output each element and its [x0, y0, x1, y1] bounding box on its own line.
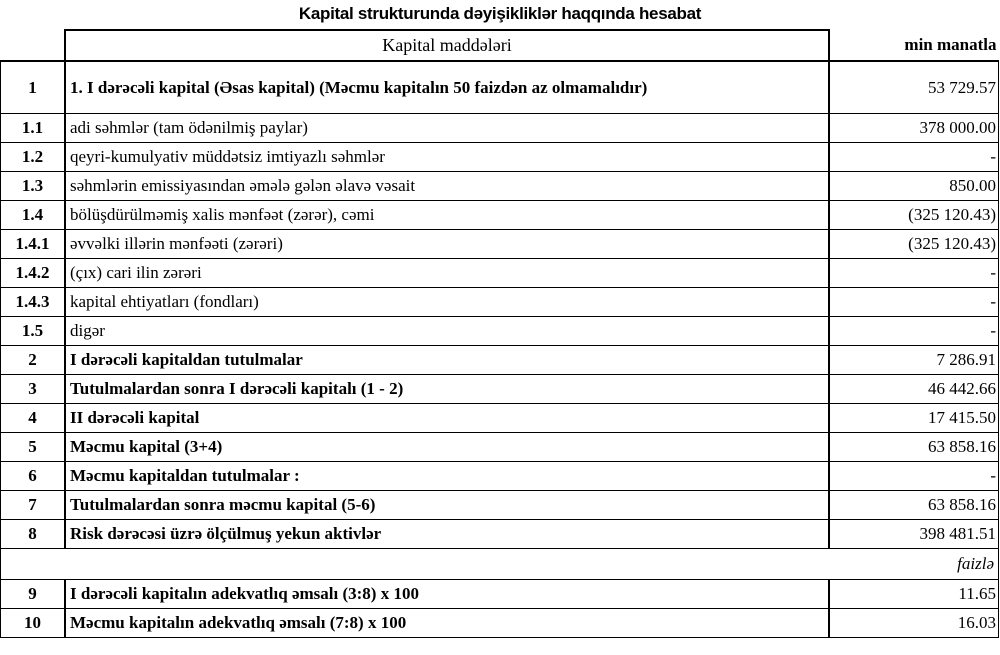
row-number: 1.4	[0, 200, 66, 230]
row-value: 17 415.50	[828, 403, 999, 433]
row-number: 1	[0, 60, 66, 114]
row-value: 16.03	[828, 608, 999, 638]
row-number: 10	[0, 608, 66, 638]
row-value: 7 286.91	[828, 345, 999, 375]
row-label: kapital ehtiyatları (fondları)	[64, 287, 830, 317]
row-number: 3	[0, 374, 66, 404]
row-number: 6	[0, 461, 66, 491]
table-row: 1.2 qeyri-kumulyativ müddətsiz imtiyazlı …	[0, 142, 999, 172]
table-row: 1.5 digər -	[0, 316, 999, 346]
row-label: əvvəlki illərin mənfəəti (zərəri)	[64, 229, 830, 259]
row-label: digər	[64, 316, 830, 346]
report-title: Kapital strukturunda dəyişikliklər haqqı…	[298, 4, 702, 23]
row-value: 46 442.66	[828, 374, 999, 404]
row-label: Məcmu kapitaldan tutulmalar :	[64, 461, 830, 491]
row-number: 8	[0, 519, 66, 549]
row-value: 398 481.51	[828, 519, 999, 549]
row-label: Tutulmalardan sonra I dərəcəli kapitalı …	[64, 374, 830, 404]
row-number: 4	[0, 403, 66, 433]
percent-unit-row: faizlə	[0, 548, 999, 580]
row-value: (325 120.43)	[828, 229, 999, 259]
percent-unit: faizlə	[0, 548, 999, 580]
row-value: -	[828, 461, 999, 491]
table-row: 10 Məcmu kapitalın adekvatlıq əmsalı (7:8…	[0, 608, 999, 638]
row-label: II dərəcəli kapital	[64, 403, 830, 433]
table-row: 8 Risk dərəcəsi üzrə ölçülmuş yekun aktiv…	[0, 519, 999, 549]
row-value: -	[828, 258, 999, 288]
row-value: 11.65	[828, 579, 999, 609]
header-num	[0, 30, 65, 62]
row-label: Məcmu kapitalın adekvatlıq əmsalı (7:8) …	[64, 608, 830, 638]
row-label: adi səhmlər (tam ödənilmiş paylar)	[64, 113, 830, 143]
table-row: 1.1 adi səhmlər (tam ödənilmiş paylar) 378…	[0, 113, 999, 143]
row-label: 1. I dərəcəli kapital (Əsas kapital) (Mə…	[64, 60, 830, 114]
row-label: I dərəcəli kapitalın adekvatlıq əmsalı (…	[64, 579, 830, 609]
row-number: 1.5	[0, 316, 66, 346]
row-number: 1.4.2	[0, 258, 66, 288]
row-label: Risk dərəcəsi üzrə ölçülmuş yekun aktivl…	[64, 519, 830, 549]
row-number: 1.4.3	[0, 287, 66, 317]
row-label: səhmlərin emissiyasından əmələ gələn əla…	[64, 171, 830, 201]
row-value: -	[828, 287, 999, 317]
header-items: Kapital maddələri	[64, 29, 830, 62]
row-number: 1.3	[0, 171, 66, 201]
row-label: I dərəcəli kapitaldan tutulmalar	[64, 345, 830, 375]
table-row: 1.4.2 (çıx) cari ilin zərəri -	[0, 258, 999, 288]
table-row: 1.4 bölüşdürülməmiş xalis mənfəət (zərər)…	[0, 200, 999, 230]
table-row: 1.4.1 əvvəlki illərin mənfəəti (zərəri) (3…	[0, 229, 999, 259]
table-row: 3 Tutulmalardan sonra I dərəcəli kapitalı…	[0, 374, 999, 404]
row-value: 63 858.16	[828, 490, 999, 520]
table-row: 5 Məcmu kapital (3+4) 63 858.16	[0, 432, 999, 462]
row-number: 5	[0, 432, 66, 462]
row-number: 7	[0, 490, 66, 520]
row-value: (325 120.43)	[828, 200, 999, 230]
row-number: 2	[0, 345, 66, 375]
row-number: 1.2	[0, 142, 66, 172]
table-row: 1 1. I dərəcəli kapital (Əsas kapital) (M…	[0, 60, 999, 114]
row-value: 53 729.57	[828, 60, 999, 114]
table-row: 4 II dərəcəli kapital 17 415.50	[0, 403, 999, 433]
row-label: Tutulmalardan sonra məcmu kapital (5-6)	[64, 490, 830, 520]
row-value: -	[828, 316, 999, 346]
capital-structure-table: Kapital maddələri min manatla 1 1. I dərə…	[0, 29, 999, 638]
table-row: 7 Tutulmalardan sonra məcmu kapital (5-6)…	[0, 490, 999, 520]
row-value: 63 858.16	[828, 432, 999, 462]
row-value: 378 000.00	[828, 113, 999, 143]
header-unit: min manatla	[828, 30, 999, 62]
row-label: qeyri-kumulyativ müddətsiz imtiyazlı səh…	[64, 142, 830, 172]
row-label: Məcmu kapital (3+4)	[64, 432, 830, 462]
row-value: 850.00	[828, 171, 999, 201]
row-label: (çıx) cari ilin zərəri	[64, 258, 830, 288]
row-value: -	[828, 142, 999, 172]
row-label: bölüşdürülməmiş xalis mənfəət (zərər), c…	[64, 200, 830, 230]
table-row: 1.4.3 kapital ehtiyatları (fondları) -	[0, 287, 999, 317]
row-number: 9	[0, 579, 66, 609]
header-row: Kapital maddələri min manatla	[0, 29, 999, 62]
row-number: 1.4.1	[0, 229, 66, 259]
table-row: 6 Məcmu kapitaldan tutulmalar :-	[0, 461, 999, 491]
row-number: 1.1	[0, 113, 66, 143]
table-row: 1.3 səhmlərin emissiyasından əmələ gələn …	[0, 171, 999, 201]
